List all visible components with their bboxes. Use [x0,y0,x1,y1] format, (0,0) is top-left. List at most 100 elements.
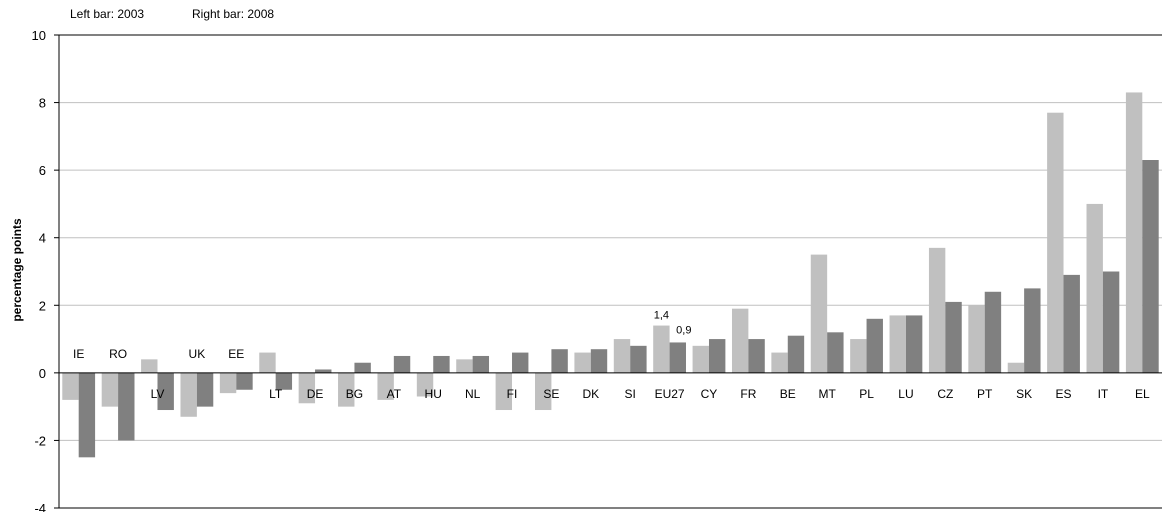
bar-UK-2003 [180,372,197,417]
bar-EL-2003 [1125,92,1143,373]
bar-PT-2003 [968,305,985,373]
y-tick-label-4: 4 [39,231,46,246]
bar-SK-2003 [1007,362,1025,373]
y-tick-label-0: 0 [39,366,46,381]
bar-FI-2003 [495,372,513,411]
bar-LV-2008 [157,372,174,411]
y-tick-label--4: -4 [34,501,46,512]
bar-LT-2003 [259,352,276,373]
bar-SI-2003 [613,339,631,373]
bar-DE-2008 [315,369,332,373]
category-label-LT: LT [269,387,283,401]
bar-MT-2008 [827,332,844,373]
bar-LT-2008 [275,372,293,390]
bar-SE-2008 [551,349,568,373]
category-label-LV: LV [151,387,165,401]
bar-LU-2008 [905,315,923,373]
bar-CY-2003 [692,345,709,373]
bar-BE-2008 [787,335,805,373]
bar-HU-2003 [416,372,434,397]
bar-DE-2003 [298,372,316,404]
bar-ES-2008 [1063,274,1080,373]
bar-IT-2008 [1102,271,1120,373]
bar-SK-2008 [1024,288,1041,373]
axes [58,34,1162,509]
bar-FI-2008 [512,352,529,373]
bars [62,92,1159,458]
bar-IE-2003 [62,372,79,400]
y-tick-label-10: 10 [32,28,46,43]
category-label-SK: SK [1016,387,1032,401]
y-tick-label-8: 8 [39,96,46,111]
category-label-EL: EL [1135,387,1150,401]
bar-LU-2003 [889,315,906,373]
bar-EE-2008 [236,372,253,390]
y-tick-label-2: 2 [39,298,46,313]
category-label-SI: SI [625,387,636,401]
bar-FR-2003 [731,308,749,373]
bar-MT-2003 [810,254,828,373]
y-tick-label-6: 6 [39,163,46,178]
bar-IT-2003 [1086,203,1103,373]
category-label-MT: MT [818,387,836,401]
bar-BG-2003 [338,372,355,407]
category-labels: IE RO LV UK EE LT DE BG AT HU NL FI SE DK SI EU27 CY FR BE… [73,347,1150,401]
category-label-RO: RO [109,347,127,361]
bar-BE-2003 [771,352,788,373]
bar-PL-2008 [866,318,883,373]
y-axis-label: percentage points [10,218,24,322]
y-tick-labels: -4 -2 0 2 4 6 8 10 [32,28,59,512]
bar-UK-2008 [196,372,214,407]
bar-BG-2008 [354,362,371,373]
legend-note-2003: Left bar: 2003 [70,7,144,21]
category-label-ES: ES [1056,387,1072,401]
y-tick-label--2: -2 [34,433,46,448]
category-label-DK: DK [582,387,599,401]
bar-AT-2008 [393,355,411,373]
category-label-BG: BG [346,387,363,401]
data-label-EU27-2008: 0,9 [676,324,691,336]
bar-EU27-2003 [653,325,670,373]
category-label-UK: UK [189,347,206,361]
bar-NL-2008 [472,355,490,373]
bar-SI-2008 [630,345,647,373]
category-label-AT: AT [387,387,402,401]
bar-EL-2008 [1142,160,1159,373]
bar-SE-2003 [535,372,552,411]
bar-PT-2008 [984,291,1002,373]
bar-IE-2008 [78,372,96,458]
bar-DK-2003 [574,352,591,373]
category-label-HU: HU [425,387,442,401]
category-label-IT: IT [1098,387,1109,401]
data-label-EU27-2003: 1,4 [654,310,669,322]
bar-LV-2003 [141,359,158,373]
category-label-PL: PL [859,387,874,401]
bar-NL-2003 [456,359,473,373]
bar-FR-2008 [748,339,765,373]
bar-CZ-2008 [945,301,962,373]
bar-EE-2003 [219,372,237,394]
bar-PL-2003 [850,339,867,373]
category-label-LU: LU [898,387,913,401]
category-label-BE: BE [780,387,796,401]
bar-DK-2008 [590,349,608,373]
category-label-IE: IE [73,347,84,361]
category-label-SE: SE [543,387,559,401]
bar-CY-2008 [708,339,726,373]
category-label-NL: NL [465,387,481,401]
bar-ES-2003 [1047,112,1064,373]
category-label-CY: CY [701,387,718,401]
category-label-EE: EE [228,347,244,361]
bar-RO-2003 [101,372,119,407]
category-label-FI: FI [507,387,518,401]
bar-AT-2003 [377,372,394,400]
bar-RO-2008 [118,372,135,441]
legend-note-2008: Right bar: 2008 [192,7,274,21]
data-labels: 1,4 0,9 [654,310,692,337]
category-label-EU27: EU27 [655,387,685,401]
category-label-CZ: CZ [937,387,953,401]
category-label-PT: PT [977,387,993,401]
category-label-FR: FR [740,387,756,401]
category-label-DE: DE [307,387,324,401]
